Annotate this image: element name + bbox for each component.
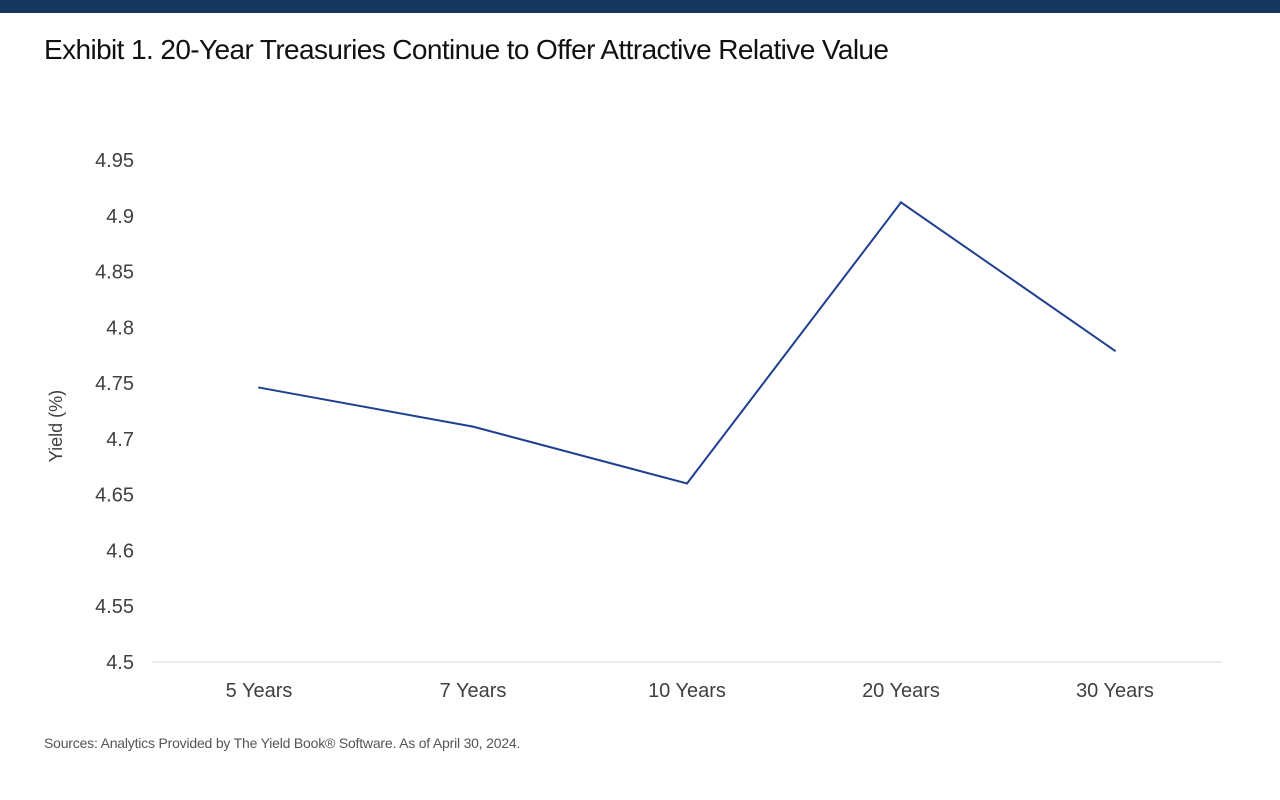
data-point	[1114, 349, 1116, 352]
x-axis-ticks: 5 Years 7 Years 10 Years 20 Years 30 Years	[226, 680, 1154, 702]
x-tick-label: 30 Years	[1076, 680, 1154, 702]
data-point	[686, 482, 688, 485]
x-tick-label: 20 Years	[862, 680, 940, 702]
y-tick-label: 4.7	[106, 429, 134, 451]
y-tick-label: 4.8	[106, 317, 134, 339]
data-point	[900, 201, 902, 204]
x-tick-label: 7 Years	[440, 680, 507, 702]
y-tick-label: 4.9	[106, 206, 134, 228]
y-tick-label: 4.95	[95, 150, 134, 172]
source-note: Sources: Analytics Provided by The Yield…	[44, 735, 521, 751]
data-point	[258, 386, 260, 389]
y-axis-title: Yield (%)	[46, 390, 66, 462]
y-axis-ticks: 4.5 4.55 4.6 4.65 4.7 4.75 4.8 4.85 4.9 4.95	[95, 150, 134, 674]
y-tick-label: 4.65	[95, 485, 134, 507]
y-tick-label: 4.75	[95, 373, 134, 395]
chart-title: Exhibit 1. 20-Year Treasuries Continue t…	[44, 34, 889, 65]
x-tick-label: 5 Years	[226, 680, 293, 702]
header-bar	[0, 0, 1280, 13]
y-tick-label: 4.55	[95, 596, 134, 618]
x-tick-label: 10 Years	[648, 680, 726, 702]
data-point	[472, 425, 474, 428]
y-tick-label: 4.5	[106, 652, 134, 674]
series-points	[258, 201, 1116, 485]
y-tick-label: 4.85	[95, 262, 134, 284]
y-tick-label: 4.6	[106, 540, 134, 562]
series-line-treasury-yield	[258, 201, 1116, 485]
